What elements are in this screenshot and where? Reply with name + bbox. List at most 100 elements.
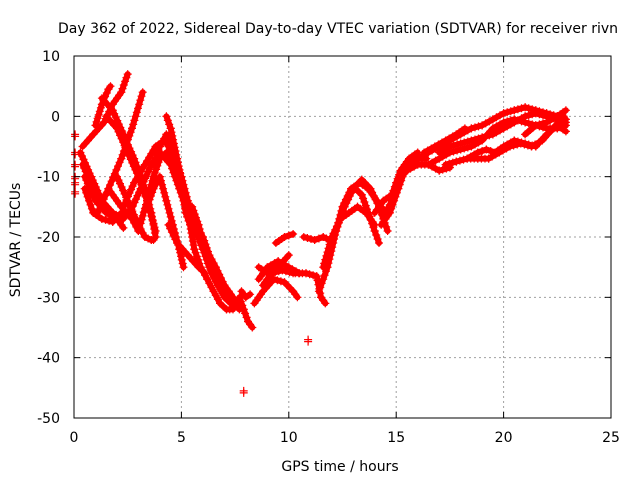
data-point [499, 109, 508, 118]
data-point [226, 299, 235, 308]
data-point [304, 337, 313, 346]
data-point [82, 188, 91, 197]
data-point [274, 257, 283, 266]
data-point [148, 188, 157, 197]
data-point [122, 73, 131, 82]
data-point [485, 117, 494, 126]
data-point [152, 153, 161, 162]
data-point [205, 261, 214, 270]
data-point [488, 130, 497, 139]
data-point [499, 124, 508, 133]
data-point [317, 279, 326, 288]
data-point [71, 132, 80, 141]
data-point [136, 219, 145, 228]
y-tick-label: 10 [42, 49, 60, 65]
data-point [165, 208, 174, 217]
data-point [383, 227, 392, 235]
data-point [118, 84, 127, 93]
data-point [491, 150, 500, 159]
data-point [108, 106, 117, 115]
data-point [510, 118, 519, 127]
data-point [387, 204, 396, 213]
data-point [445, 159, 454, 168]
data-point [113, 116, 122, 125]
data-series [271, 230, 298, 247]
y-tick-label: -20 [37, 230, 60, 246]
data-point [122, 195, 131, 204]
data-point [133, 191, 142, 200]
data-point [289, 230, 298, 238]
data-series [463, 112, 568, 163]
data-point [503, 108, 512, 117]
data-point [126, 128, 135, 137]
data-point [506, 120, 515, 129]
data-point [192, 213, 200, 222]
data-point [213, 281, 222, 290]
data-point [531, 109, 540, 118]
data-point [159, 184, 168, 193]
data-point [320, 259, 329, 268]
data-point [539, 119, 547, 128]
data-point [502, 144, 511, 153]
data-point [177, 252, 185, 261]
data-point [188, 237, 197, 245]
data-point [498, 146, 507, 155]
data-point [147, 211, 156, 220]
x-axis-title: GPS time / hours [281, 459, 398, 475]
data-point [310, 236, 319, 244]
data-point [119, 202, 128, 211]
data-series-group [71, 70, 570, 397]
data-point [188, 202, 197, 211]
data-point [149, 236, 158, 244]
data-point [95, 107, 104, 116]
data-point [274, 267, 283, 276]
data-point [105, 210, 114, 219]
data-point [102, 208, 111, 217]
data-point [448, 132, 457, 141]
data-point [131, 112, 140, 121]
x-tick-label: 25 [602, 430, 620, 446]
data-point [153, 149, 162, 158]
data-point [496, 126, 504, 135]
data-point [442, 144, 451, 153]
data-point [319, 275, 328, 284]
data-point [116, 179, 124, 188]
data-point [71, 189, 80, 198]
data-point [179, 263, 188, 272]
data-point [281, 267, 290, 276]
data-point [178, 181, 187, 189]
data-point [561, 127, 570, 136]
data-point [190, 245, 199, 254]
data-point [128, 124, 136, 133]
data-point [325, 240, 334, 249]
data-point [517, 104, 526, 113]
data-point [382, 222, 391, 231]
data-point [129, 120, 138, 129]
data-point [125, 208, 134, 217]
data-point [123, 148, 132, 157]
data-point [138, 211, 147, 220]
data-point [316, 283, 325, 292]
data-point [80, 184, 89, 193]
data-point [155, 172, 164, 181]
data-point [521, 112, 530, 121]
data-point [161, 192, 170, 201]
data-point [303, 234, 312, 242]
data-point [474, 134, 483, 143]
data-point [193, 217, 202, 226]
data-point [535, 110, 544, 119]
data-point [169, 139, 178, 148]
data-point [506, 107, 515, 116]
data-point [134, 227, 143, 235]
data-series [237, 287, 255, 302]
data-point [130, 116, 139, 125]
data-point [201, 245, 209, 254]
data-point [117, 88, 126, 97]
data-point [137, 92, 146, 101]
y-tick-label: -40 [37, 351, 60, 367]
data-point [471, 135, 479, 144]
data-point [435, 166, 444, 175]
data-point [165, 120, 174, 129]
data-point [302, 269, 310, 278]
